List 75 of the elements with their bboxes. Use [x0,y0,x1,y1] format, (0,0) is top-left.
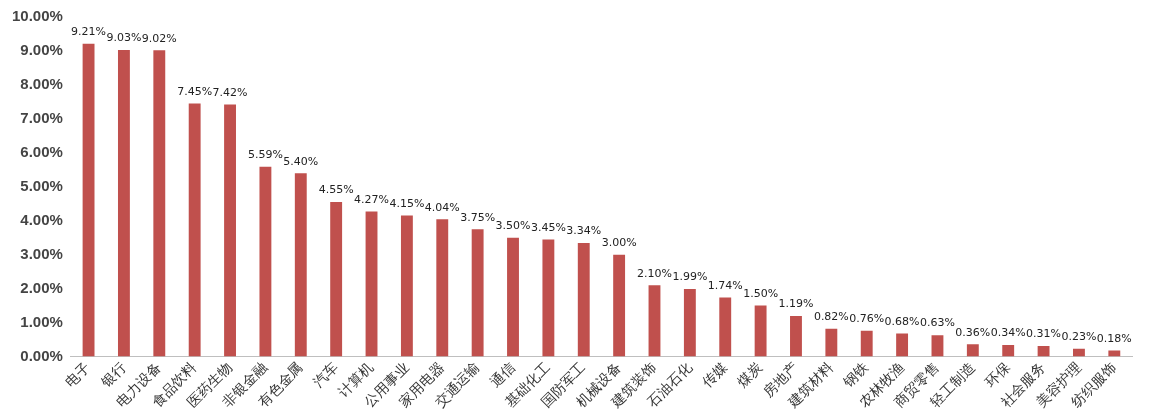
bar [754,305,767,357]
x-tick-label: 传媒 [698,358,730,390]
data-label: 3.45% [530,220,566,234]
bar [188,103,201,357]
data-label: 3.50% [495,219,531,233]
data-label: 0.34% [990,326,1026,340]
data-label: 0.23% [1061,330,1097,344]
x-tick-label: 银行 [96,358,129,391]
bar [542,239,555,357]
data-label: 1.19% [778,297,814,311]
bar [82,43,95,357]
data-label: 1.74% [707,278,743,292]
bar [1037,346,1050,357]
data-label: 5.59% [247,148,283,162]
data-label: 9.02% [141,31,177,45]
bar [117,49,130,357]
bar [471,229,484,357]
bar [683,288,696,357]
y-tick-label: 10.00% [12,7,63,25]
data-label: 1.99% [672,270,708,284]
data-label: 0.36% [955,325,991,339]
data-label: 7.42% [212,85,248,99]
bar [1002,344,1015,357]
x-tick-label: 电子 [62,358,94,390]
data-label: 0.68% [884,314,920,328]
bar [896,333,909,357]
bar [966,344,979,357]
y-tick-label: 1.00% [20,312,63,330]
data-label: 3.34% [566,224,602,238]
bar [648,285,661,357]
data-label: 4.04% [424,200,460,214]
bar [860,330,873,357]
bar [825,328,838,357]
bar [294,173,307,357]
bar [330,202,343,357]
data-label: 9.21% [71,25,107,39]
data-label: 4.55% [318,183,354,197]
bar [365,211,378,357]
data-label: 0.76% [849,312,885,326]
data-label: 0.63% [919,316,955,330]
data-label: 3.00% [601,236,637,250]
y-tick-label: 4.00% [20,210,63,228]
data-label: 4.27% [354,192,389,206]
data-label: 2.10% [637,266,672,280]
y-tick-label: 5.00% [20,176,63,194]
data-label: 0.18% [1096,331,1132,345]
bar [577,243,590,357]
y-tick-label: 3.00% [20,244,63,262]
data-label: 4.15% [389,196,425,210]
bar [400,215,413,357]
bar [1108,350,1121,357]
bar [507,237,519,357]
bar [1073,348,1085,357]
bar [259,166,272,357]
data-label: 0.31% [1026,327,1062,341]
bar [719,297,732,357]
y-tick-label: 7.00% [20,109,63,126]
data-label: 7.45% [177,84,213,98]
bar [613,254,626,357]
data-label: 0.82% [813,310,849,324]
bar [153,50,166,357]
bar [436,219,449,357]
x-tick-label: 环保 [981,358,1013,390]
bar [224,104,236,357]
data-label: 1.50% [743,286,779,300]
data-label: 9.03% [106,31,142,45]
y-tick-label: 2.00% [20,278,63,296]
y-tick-label: 9.00% [20,41,63,59]
data-label: 5.40% [283,154,319,168]
y-tick-label: 0.00% [20,346,63,364]
y-tick-label: 8.00% [20,75,63,93]
bar [931,335,944,357]
y-tick-label: 6.00% [20,142,63,160]
bar [790,316,802,357]
data-label: 3.75% [460,210,496,224]
